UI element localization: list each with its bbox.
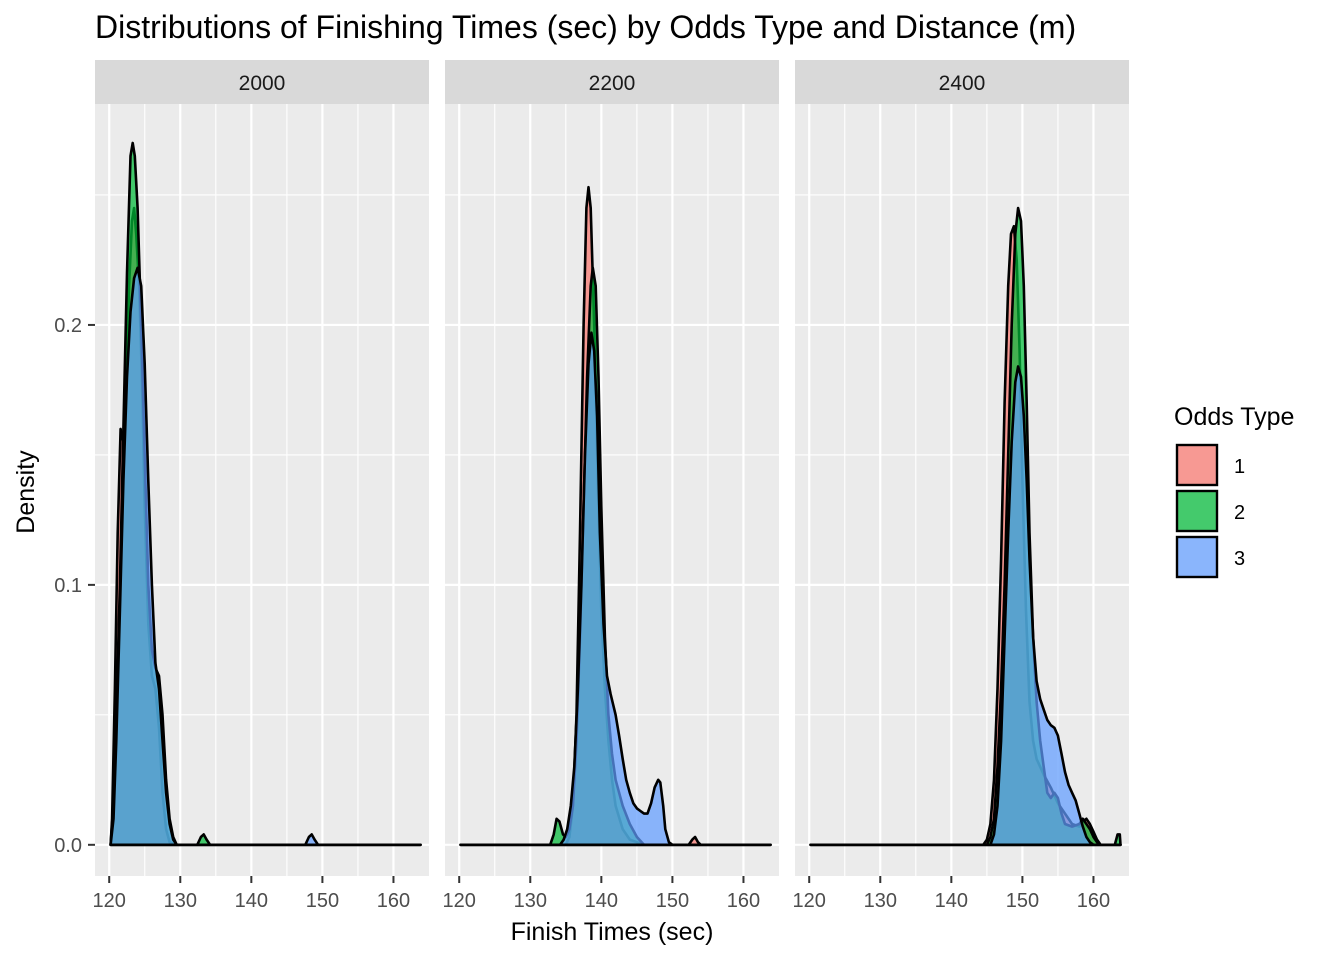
x-tick-label: 160 [727,890,760,912]
facet-strip-label: 2400 [939,72,986,95]
legend-label: 1 [1234,456,1245,478]
legend-key-swatch [1175,489,1219,533]
facet-strip-label: 2000 [239,72,286,95]
legend-label: 3 [1234,548,1245,570]
chart-title: Distributions of Finishing Times (sec) b… [95,9,1076,45]
x-tick-label: 150 [1006,890,1039,912]
facet-panel-2400: 2400 120 130 140 150 160 [793,60,1129,912]
density-area-series-3 [109,266,422,847]
y-axis-label: Density [12,450,40,534]
density-area-series-3 [809,365,1122,847]
legend-key-swatch [1175,443,1219,487]
legend-label: 2 [1234,502,1245,524]
x-tick-label: 140 [235,890,268,912]
x-tick-label: 130 [164,890,197,912]
facet-strip [795,60,1129,104]
facet-strip-label: 2200 [589,72,636,95]
x-axis-label: Finish Times (sec) [511,918,714,946]
density-area-series-3 [459,331,772,847]
y-tick-label: 0.0 [54,835,82,857]
x-tick-label: 120 [793,890,826,912]
facet-strip [445,60,779,104]
x-tick-label: 130 [514,890,547,912]
x-tick-label: 150 [656,890,689,912]
y-axis: 0.0 0.1 0.2 [54,315,95,857]
panel-background [795,104,1129,876]
x-tick-label: 140 [935,890,968,912]
facet-strip [95,60,429,104]
y-tick-label: 0.1 [54,575,82,597]
x-tick-label: 120 [93,890,126,912]
facet-panel-2000: 2000 120 130 140 150 160 [93,60,429,912]
y-tick-label: 0.2 [54,315,82,337]
x-tick-label: 160 [377,890,410,912]
legend: Odds Type 1 2 3 [1174,403,1294,579]
legend-key-swatch [1175,535,1219,579]
x-tick-label: 130 [864,890,897,912]
x-tick-label: 160 [1077,890,1110,912]
legend-title: Odds Type [1174,403,1294,431]
x-tick-label: 150 [306,890,339,912]
x-tick-label: 140 [585,890,618,912]
x-tick-label: 120 [443,890,476,912]
facet-panel-2200: 2200 120 130 140 150 160 [443,60,779,912]
